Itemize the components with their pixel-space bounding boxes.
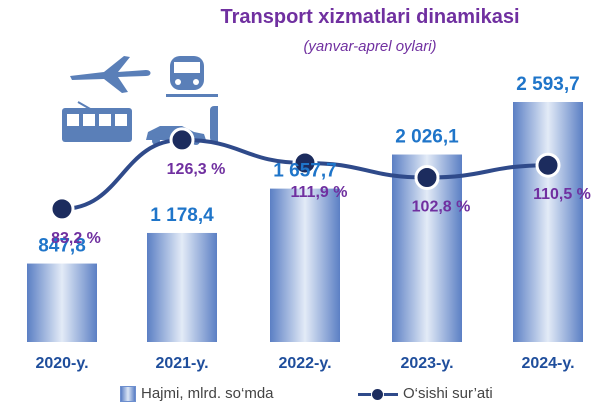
chart-subtitle: (yanvar-aprel oylari) [303,38,437,55]
bar-2024-y. [513,102,583,342]
chart-legend: Hajmi, mlrd. so‘mda O‘sishi sur’ati [0,383,612,405]
bus-icon [210,106,218,142]
category-label: 2024-y. [521,355,574,372]
airplane-icon [70,56,151,93]
bar-value-label: 2 026,1 [395,127,459,148]
bar-value-label: 847,8 [38,236,86,257]
growth-point [49,196,75,222]
growth-value-label: 111,9 % [291,184,348,201]
legend-item-volume: Hajmi, mlrd. so‘mda [120,385,274,402]
bar-2021-y. [147,232,217,342]
bar-value-label: 1 657,7 [273,161,336,182]
bar-2020-y. [27,263,97,342]
legend-label-growth: O‘sishi sur’ati [403,385,493,402]
growth-value-label: 83,2 % [51,230,101,247]
bar-2022-y. [270,188,340,342]
growth-value-label: 126,3 % [167,161,226,178]
growth-value-label: 102,8 % [412,199,471,216]
chart-canvas: 847,8 2020-y. 1 178,4 2021-y. 1 657,7 2022-y.… [27,74,591,372]
growth-point [169,127,195,153]
legend-bar-swatch [120,385,136,402]
growth-point [414,165,440,191]
legend-label-volume: Hajmi, mlrd. so‘mda [141,385,274,402]
chart-title: Transport xizmatlari dinamikasi [220,6,520,28]
category-label: 2020-y. [35,355,88,372]
bar-value-label: 1 178,4 [150,205,214,226]
category-label: 2021-y. [155,355,208,372]
category-label: 2022-y. [278,355,331,372]
growth-value-label: 110,5 % [533,186,591,203]
legend-line-swatch [358,387,398,401]
train-icon [166,56,218,97]
tram-icon [62,101,132,142]
legend-item-growth: O‘sishi sur’ati [358,385,493,402]
category-label: 2023-y. [400,355,453,372]
growth-point [535,152,561,178]
bar-value-label: 2 593,7 [516,74,579,95]
growth-point [292,150,318,176]
